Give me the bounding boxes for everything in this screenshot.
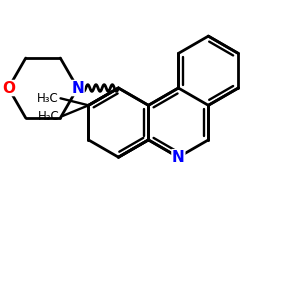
Text: N: N <box>172 150 185 165</box>
Text: H₃C: H₃C <box>36 92 58 105</box>
Text: H₃C: H₃C <box>38 110 59 123</box>
Text: N: N <box>71 80 84 95</box>
Text: O: O <box>2 80 15 95</box>
